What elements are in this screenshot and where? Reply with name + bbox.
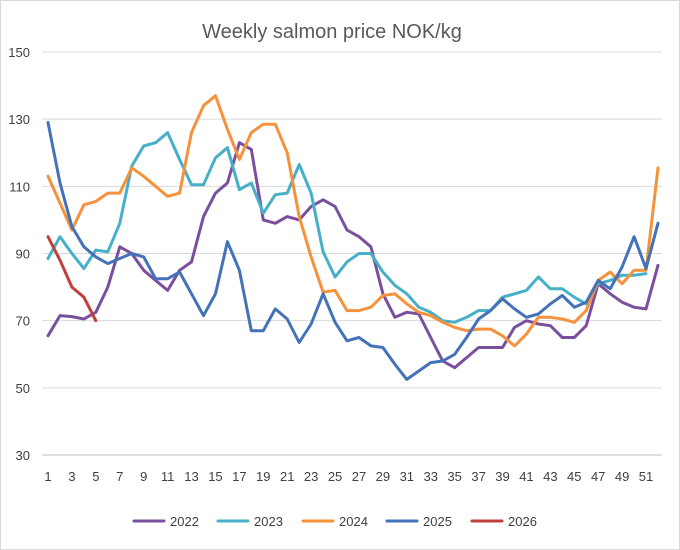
x-tick-label: 49 [615,469,629,484]
chart-title: Weekly salmon price NOK/kg [202,21,462,43]
x-tick-label: 23 [304,469,318,484]
x-tick-label: 5 [92,469,99,484]
x-tick-label: 51 [639,469,653,484]
y-tick-label: 70 [16,314,30,329]
x-tick-label: 35 [447,469,461,484]
series-line-2023 [46,131,648,324]
legend-label-2026: 2026 [508,514,537,529]
y-tick-label: 110 [9,179,30,194]
legend-label-2024: 2024 [339,514,368,529]
x-tick-label: 33 [424,469,438,484]
series-line-2025 [46,121,660,381]
gridlines [42,51,662,456]
legend-label-2025: 2025 [423,514,452,529]
x-tick-label: 37 [471,469,485,484]
x-tick-label: 43 [543,469,557,484]
x-tick-label: 25 [328,469,342,484]
series-line-2026 [46,235,98,323]
x-tick-label: 7 [116,469,123,484]
legend-label-2023: 2023 [254,514,283,529]
y-tick-label: 30 [16,448,30,463]
legend: 2022 2023 2024 2025 2026 [132,514,537,529]
x-tick-label: 21 [280,469,294,484]
x-tick-label: 41 [519,469,533,484]
y-tick-label: 130 [8,112,30,127]
series-line-2022 [46,141,660,370]
x-tick-label: 39 [495,469,509,484]
y-axis-ticks: 30 50 70 90 110 130 150 [8,45,30,463]
y-tick-label: 50 [16,381,30,396]
x-tick-label: 17 [232,469,246,484]
legend-label-2022: 2022 [170,514,199,529]
x-tick-label: 19 [256,469,270,484]
y-tick-label: 150 [8,45,30,60]
series-lines [46,94,660,381]
x-tick-label: 27 [352,469,366,484]
x-tick-label: 15 [208,469,222,484]
x-tick-label: 47 [591,469,605,484]
x-axis-ticks: 1 3 5 7 9 11 13 15 17 19 21 23 25 27 29 31 33 35 37 39 41 43 4… [44,469,653,484]
x-tick-label: 1 [44,469,51,484]
x-tick-label: 29 [376,469,390,484]
y-tick-label: 90 [16,247,30,262]
x-tick-label: 9 [140,469,147,484]
x-tick-label: 31 [400,469,414,484]
x-tick-label: 11 [161,469,175,484]
x-tick-label: 3 [68,469,75,484]
x-tick-label: 45 [567,469,581,484]
x-tick-label: 13 [184,469,198,484]
series-line-2024 [46,94,660,348]
